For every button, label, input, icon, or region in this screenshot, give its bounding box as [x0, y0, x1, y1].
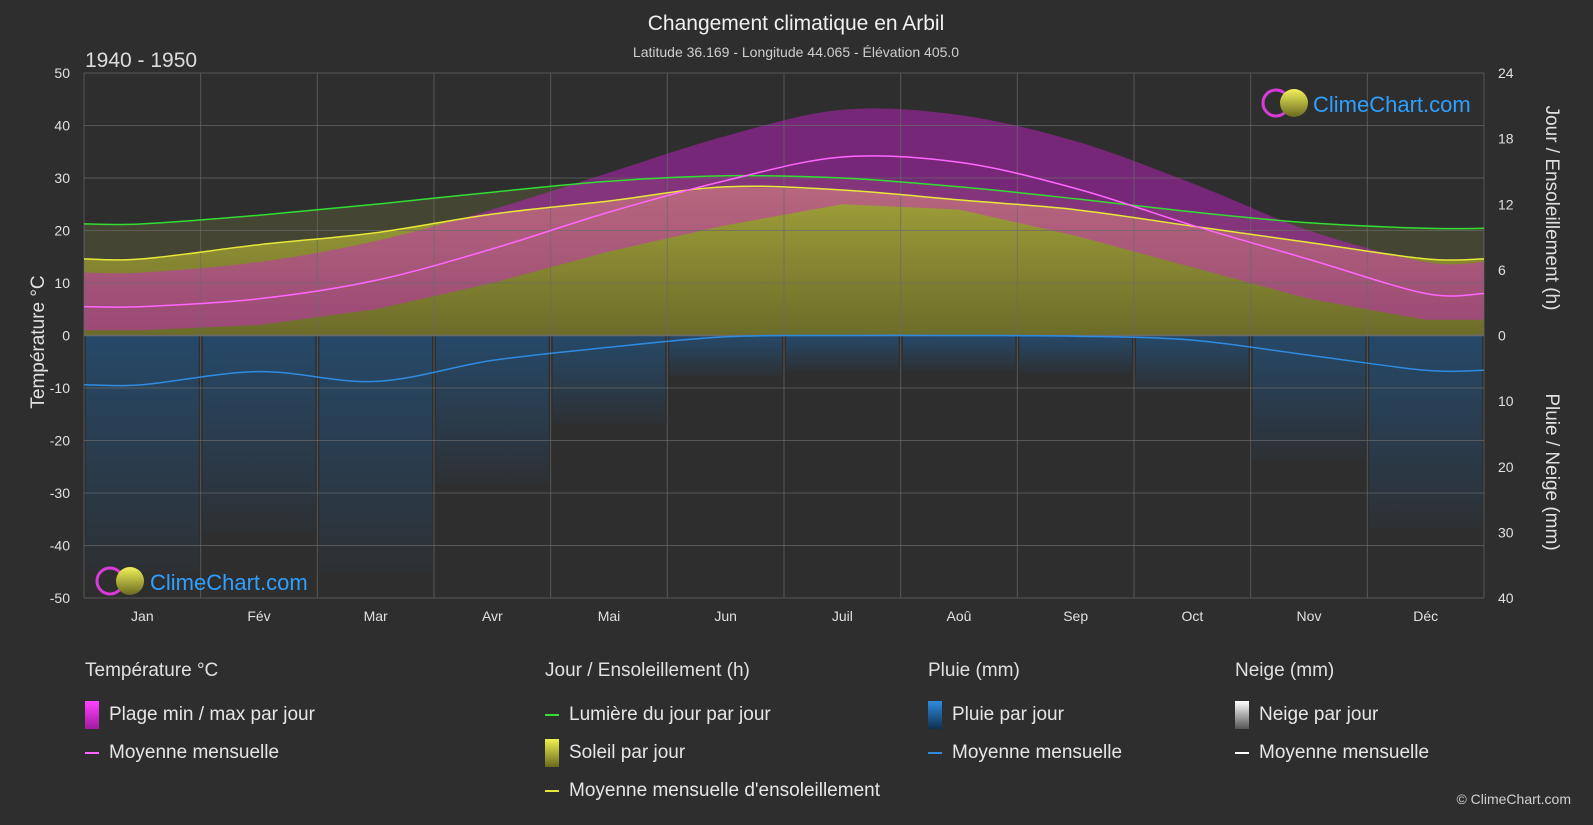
- rain-bar: [902, 335, 1016, 371]
- legend-item-label: Moyenne mensuelle: [1259, 742, 1430, 763]
- temp-tick-label: -30: [50, 485, 70, 501]
- sun-tick-label: 12: [1498, 196, 1514, 212]
- legend-item-label: Plage min / max par jour: [109, 704, 315, 725]
- rain-bar: [552, 335, 666, 425]
- left-axis-label: Température °C: [28, 275, 49, 408]
- legend-item: Soleil par jour: [545, 734, 880, 772]
- legend-group-rain: Pluie (mm) Pluie par jour Moyenne mensue…: [928, 660, 1122, 772]
- brand-name-top: ClimeChart.com: [1313, 92, 1471, 117]
- rain-bar: [1252, 335, 1366, 460]
- month-tick-label: Avr: [482, 608, 503, 624]
- rain-bar: [1369, 335, 1482, 528]
- legend-swatch: [545, 790, 559, 792]
- legend-group-title: Jour / Ensoleillement (h): [545, 660, 750, 681]
- legend-swatch: [85, 701, 99, 729]
- month-tick-label: Sep: [1063, 608, 1088, 624]
- legend-item-label: Pluie par jour: [952, 704, 1064, 725]
- legend-item-label: Moyenne mensuelle: [952, 742, 1123, 763]
- legend-swatch: [1235, 752, 1249, 754]
- rain-bar: [669, 335, 782, 377]
- legend-swatch: [545, 714, 559, 716]
- legend-item-label: Soleil par jour: [569, 742, 686, 763]
- period-label: 1940 - 1950: [85, 49, 197, 72]
- temperature-avg-line: [83, 155, 1485, 308]
- legend-swatch: [928, 701, 942, 729]
- logo-sun-icon: [1280, 89, 1308, 117]
- legend-group-sunshine: Jour / Ensoleillement (h) Lumière du jou…: [545, 660, 880, 810]
- legend-swatch: [85, 752, 99, 754]
- temp-tick-label: 10: [54, 275, 70, 291]
- sun-tick-label: 24: [1498, 65, 1514, 81]
- sunshine-avg-line: [83, 185, 1485, 261]
- climate-chart: Changement climatique en Arbil Latitude …: [28, 12, 1562, 624]
- legend-group-title: Température °C: [85, 660, 219, 681]
- rain-bar: [202, 335, 316, 534]
- legend-item: Pluie par jour: [928, 696, 1122, 734]
- copyright: © ClimeChart.com: [1456, 791, 1571, 807]
- legend-item: Moyenne mensuelle d'ensoleillement: [545, 772, 880, 810]
- legend-item: Plage min / max par jour: [85, 696, 315, 734]
- legend-item-label: Moyenne mensuelle d'ensoleillement: [569, 780, 880, 801]
- precip-tick-label: 40: [1498, 590, 1514, 606]
- legend-group-snow: Neige (mm) Neige par jour Moyenne mensue…: [1235, 660, 1429, 772]
- legend-group-temperature: Température °C Plage min / max par jour …: [85, 660, 315, 772]
- rain-bar: [319, 335, 432, 572]
- daylight-area: [84, 175, 1484, 259]
- legend-item: Neige par jour: [1235, 696, 1429, 734]
- temp-tick-label: -50: [50, 590, 70, 606]
- month-tick-label: Mar: [364, 608, 388, 624]
- month-tick-label: Mai: [598, 608, 621, 624]
- daylight-line: [83, 174, 1485, 230]
- logo-sun-icon: [116, 567, 144, 595]
- chart-subtitle: Latitude 36.169 - Longitude 44.065 - Élé…: [633, 44, 959, 60]
- temp-tick-label: -40: [50, 538, 70, 554]
- right-top-axis-label: Jour / Ensoleillement (h): [1541, 106, 1562, 311]
- right-bottom-axis-label: Pluie / Neige (mm): [1541, 393, 1562, 550]
- precip-tick-label: 20: [1498, 459, 1514, 475]
- brand-logo-bottom[interactable]: ClimeChart.com: [95, 566, 308, 596]
- month-tick-label: Nov: [1297, 608, 1322, 624]
- rain-bar: [1019, 335, 1132, 374]
- legend-item-label: Lumière du jour par jour: [569, 704, 771, 725]
- rain-bar: [436, 335, 549, 484]
- month-tick-label: Déc: [1413, 608, 1438, 624]
- brand-logo-top[interactable]: ClimeChart.com: [1261, 88, 1471, 118]
- rain-bar: [86, 335, 199, 572]
- temp-tick-label: -20: [50, 433, 70, 449]
- legend-group-title: Pluie (mm): [928, 660, 1020, 681]
- legend-swatch: [928, 752, 942, 754]
- temp-tick-label: 40: [54, 118, 70, 134]
- temp-tick-label: -10: [50, 380, 70, 396]
- sun-tick-label: 0: [1498, 328, 1506, 344]
- temp-tick-label: 50: [54, 65, 70, 81]
- legend-swatch: [1235, 701, 1249, 729]
- temp-tick-label: 30: [54, 170, 70, 186]
- chart-title: Changement climatique en Arbil: [648, 12, 945, 35]
- legend-item: Lumière du jour par jour: [545, 696, 880, 734]
- temp-tick-label: 20: [54, 223, 70, 239]
- chart-legend: Température °C Plage min / max par jour …: [0, 660, 1593, 810]
- month-tick-label: Jun: [714, 608, 737, 624]
- legend-swatch: [545, 739, 559, 767]
- month-tick-label: Juil: [832, 608, 853, 624]
- rain-bar: [786, 335, 899, 371]
- legend-item-label: Moyenne mensuelle: [109, 742, 280, 763]
- brand-name-bottom: ClimeChart.com: [150, 570, 308, 595]
- rain-avg-line: [83, 334, 1485, 387]
- legend-item: Moyenne mensuelle: [928, 734, 1122, 772]
- month-tick-label: Fév: [247, 608, 270, 624]
- legend-group-title: Neige (mm): [1235, 660, 1335, 681]
- temp-tick-label: 0: [62, 328, 70, 344]
- sun-tick-label: 18: [1498, 131, 1514, 147]
- precip-tick-label: 10: [1498, 393, 1514, 409]
- precip-tick-label: 30: [1498, 524, 1514, 540]
- legend-item: Moyenne mensuelle: [85, 734, 315, 772]
- month-tick-label: Jan: [131, 608, 154, 624]
- legend-item: Moyenne mensuelle: [1235, 734, 1429, 772]
- sun-tick-label: 6: [1498, 262, 1506, 278]
- month-tick-label: Oct: [1181, 608, 1203, 624]
- month-tick-label: Aoû: [947, 608, 972, 624]
- legend-item-label: Neige par jour: [1259, 704, 1379, 725]
